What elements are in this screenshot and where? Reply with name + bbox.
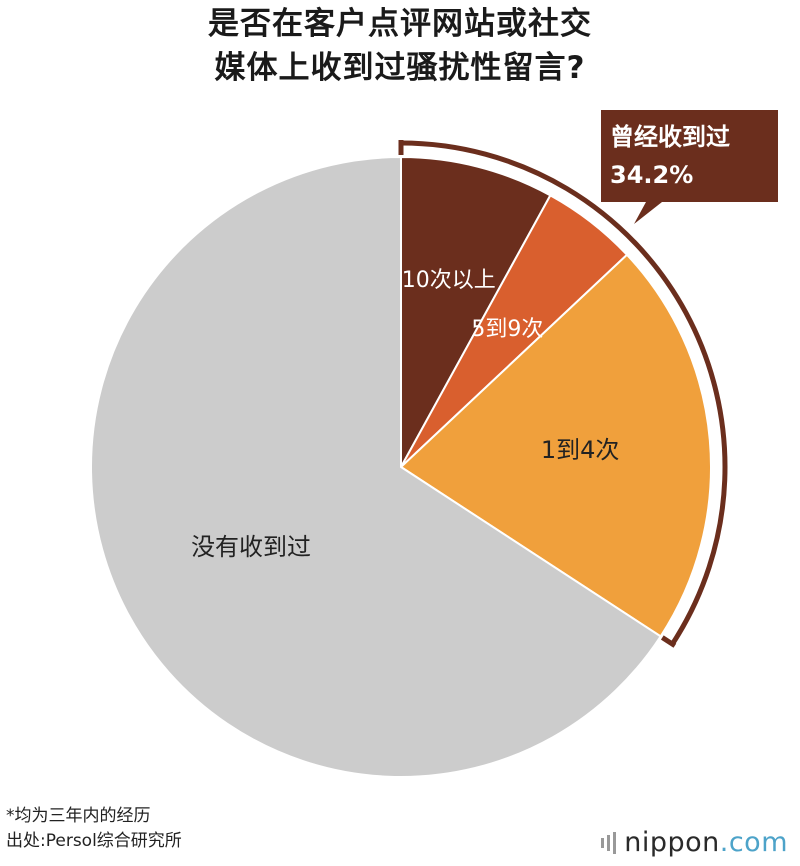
logo-bars-icon	[601, 831, 617, 854]
pie-slice	[90, 155, 663, 778]
pie-slice	[399, 253, 712, 638]
pie-slices	[90, 155, 712, 778]
callout-box: 曾经收到过 34.2%	[601, 110, 778, 224]
slice-label: 10次以上	[402, 268, 496, 293]
footnote-source: 出处:Persol综合研究所	[6, 831, 182, 851]
bracket-tick	[660, 635, 677, 648]
title-line-1: 是否在客户点评网站或社交	[208, 6, 592, 42]
title-line-2: 媒体上收到过骚扰性留言?	[214, 50, 586, 86]
slice-label: 没有收到过	[191, 533, 311, 561]
chart-title: 是否在客户点评网站或社交 媒体上收到过骚扰性留言?	[0, 2, 800, 90]
slice-label: 5到9次	[471, 317, 543, 342]
pie-slice	[400, 155, 552, 468]
cumulative-bracket	[398, 140, 728, 648]
callout-value: 34.2%	[610, 161, 693, 189]
footnote-period: *均为三年内的经历	[6, 806, 151, 826]
nippon-logo: nippon .com	[601, 827, 788, 858]
bracket-arc	[400, 140, 728, 646]
callout-shape	[601, 110, 778, 224]
footnotes: *均为三年内的经历 出处:Persol综合研究所	[6, 804, 182, 854]
logo-name: nippon	[624, 827, 720, 858]
slice-label: 1到4次	[541, 436, 620, 464]
logo-tld: .com	[719, 827, 788, 858]
callout-label: 曾经收到过	[610, 123, 730, 151]
